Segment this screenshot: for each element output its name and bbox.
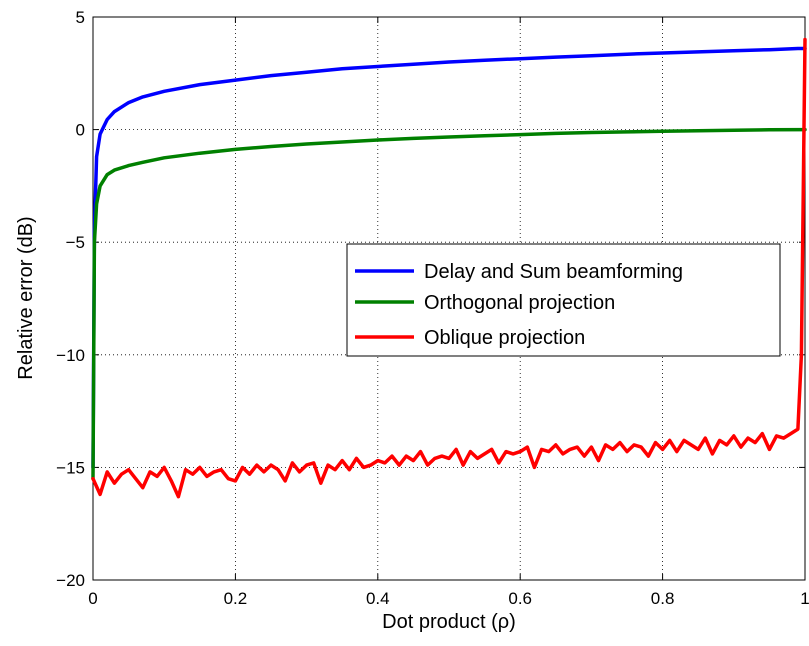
legend-label-oblique: Oblique projection xyxy=(424,327,585,349)
y-tick-label: −15 xyxy=(56,458,85,477)
y-tick-label: −20 xyxy=(56,571,85,590)
y-axis-title: Relative error (dB) xyxy=(15,216,37,379)
legend-label-delay-and-sum: Delay and Sum beamforming xyxy=(424,261,683,283)
legend-box xyxy=(346,243,781,357)
series-line-oblique-projection xyxy=(91,37,807,499)
x-tick-label: 0 xyxy=(88,589,97,608)
legend-label-orthogonal: Orthogonal projection xyxy=(424,292,615,314)
y-tick-label: 0 xyxy=(76,121,85,140)
x-tick-label: 1 xyxy=(800,589,809,608)
y-tick-labels: −20 −15 −10 −5 0 5 xyxy=(56,8,85,590)
x-tick-label: 0.8 xyxy=(651,589,675,608)
x-axis-title: Dot product (ρ) xyxy=(382,611,516,633)
x-tick-label: 0.4 xyxy=(366,589,390,608)
x-tick-label: 0.6 xyxy=(508,589,532,608)
y-tick-label: −5 xyxy=(66,233,85,252)
x-tick-label: 0.2 xyxy=(224,589,248,608)
series-line-orthogonal-projection xyxy=(91,127,807,481)
x-tick-labels: 0 0.2 0.4 0.6 0.8 1 xyxy=(88,589,809,608)
y-tick-label: 5 xyxy=(76,8,85,27)
y-tick-label: −10 xyxy=(56,346,85,365)
legend: Delay and Sum beamforming Orthogonal pro… xyxy=(346,243,781,357)
series-line-delay-and-sum-beamforming xyxy=(91,46,807,470)
series-lines xyxy=(91,37,807,499)
